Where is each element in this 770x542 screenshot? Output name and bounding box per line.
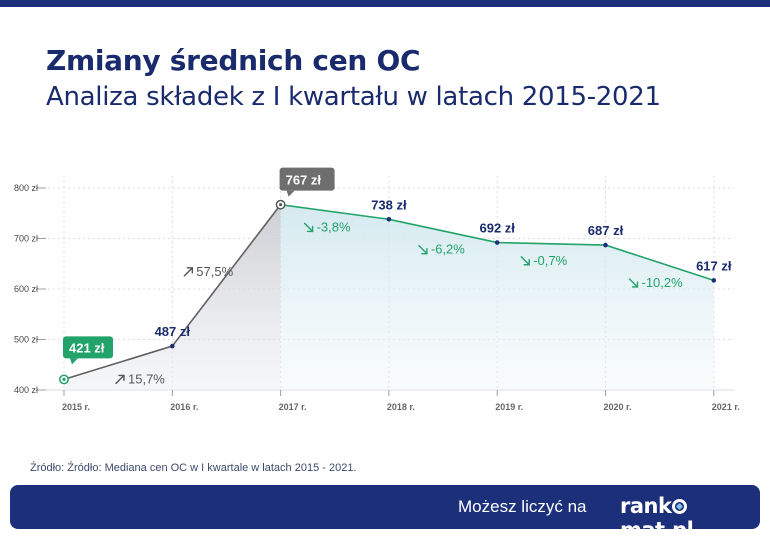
value-label: 617 zł xyxy=(696,258,732,273)
arrow-down-icon xyxy=(520,256,530,266)
brand-logo[interactable]: rankmat.pl xyxy=(620,494,760,542)
value-label-pointer xyxy=(286,190,295,197)
arrow-up-icon xyxy=(115,374,125,385)
footer-banner: Możesz liczyć na rankmat.pl xyxy=(10,485,760,542)
value-label: 687 zł xyxy=(588,223,624,238)
y-tick-label: 800 zł xyxy=(14,183,38,193)
value-label: 738 zł xyxy=(371,197,407,212)
y-tick-label: 400 zł xyxy=(14,385,38,395)
x-tick-label: 2016 r. xyxy=(170,402,198,412)
arrow-down-icon xyxy=(418,244,428,255)
area-fill-growth xyxy=(64,204,281,390)
change-label: -0,7% xyxy=(533,253,567,268)
change-label: -6,2% xyxy=(431,242,465,257)
data-point xyxy=(603,242,608,248)
value-label-box xyxy=(279,167,335,191)
change-label: -10,2% xyxy=(642,275,684,290)
value-label: 421 zł xyxy=(69,340,105,355)
chart-title: Zmiany średnich cen OC xyxy=(46,44,421,77)
value-label: 487 zł xyxy=(155,324,191,339)
data-point xyxy=(494,240,500,245)
x-tick-label: 2021 r. xyxy=(712,402,740,412)
arrow-up-icon xyxy=(183,267,193,277)
change-label: -3,8% xyxy=(317,219,351,234)
footer-tagline: Możesz liczyć na xyxy=(458,497,587,516)
line-chart: 400 zł 500 zł 600 zł 700 zł 800 zł 2015 r. 201… xyxy=(14,167,740,412)
brand-o-icon xyxy=(672,499,688,514)
change-label: 57,5% xyxy=(196,264,233,279)
x-tick-label: 2019 r. xyxy=(495,402,523,412)
y-tick-label: 700 zł xyxy=(14,234,38,244)
data-point-center xyxy=(62,377,66,381)
x-tick-label: 2015 r. xyxy=(62,402,90,412)
brand-text-start: rank xyxy=(620,494,672,518)
data-point xyxy=(711,278,717,283)
data-point xyxy=(386,217,392,222)
arrow-down-icon xyxy=(628,278,639,288)
change-label: 15,7% xyxy=(128,371,165,386)
arrow-down-icon xyxy=(303,222,314,233)
top-accent-bar xyxy=(0,0,770,7)
data-point-center xyxy=(279,203,283,207)
source-note: Źródło: Źródło: Mediana cen OC w I kwart… xyxy=(30,462,357,474)
data-point xyxy=(170,343,175,349)
x-tick-label: 2020 r. xyxy=(604,402,632,412)
value-label: 767 zł xyxy=(286,173,322,188)
value-label: 692 zł xyxy=(479,221,515,236)
value-label-box xyxy=(63,336,113,359)
x-tick-label: 2017 r. xyxy=(279,402,307,412)
y-tick-label: 500 zł xyxy=(14,335,38,345)
y-tick-label: 600 zł xyxy=(14,284,38,294)
x-tick-label: 2018 r. xyxy=(387,402,415,412)
chart-subtitle: Analiza składek z I kwartału w latach 20… xyxy=(46,82,661,112)
area-fill-decline xyxy=(280,204,714,390)
brand-text-end: mat.pl xyxy=(620,518,694,542)
value-label-pointer xyxy=(70,358,78,365)
